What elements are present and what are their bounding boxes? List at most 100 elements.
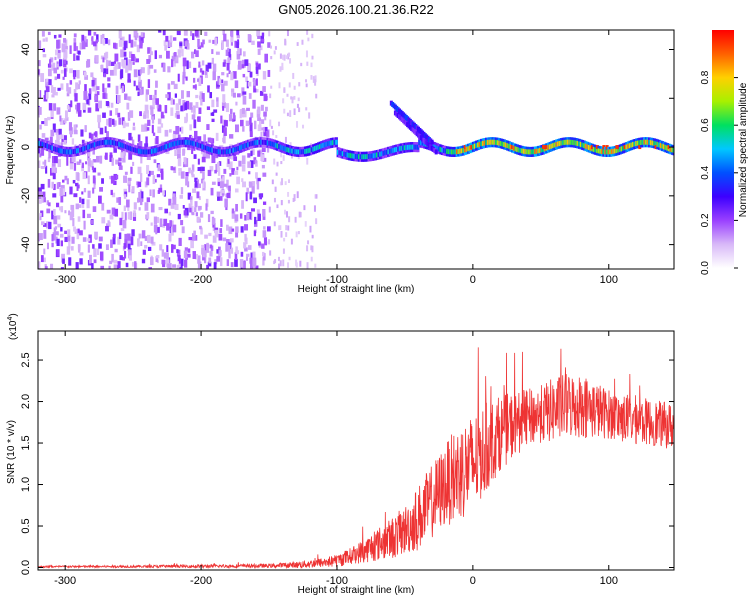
heatmap-cell [214, 37, 218, 46]
heatmap-cell [82, 146, 85, 152]
heatmap-cell [369, 153, 372, 159]
heatmap-cell [62, 179, 65, 183]
heatmap-cell [230, 148, 234, 154]
heatmap-cell [622, 145, 625, 151]
heatmap-cell [602, 149, 606, 155]
heatmap-cell [262, 86, 266, 93]
snr-frame [37, 330, 675, 571]
heatmap-cell [122, 256, 125, 261]
heatmap-cell [247, 81, 252, 87]
heatmap-cell [113, 144, 117, 153]
heatmap-cell [118, 39, 123, 47]
heatmap-cell [220, 219, 223, 227]
heatmap-cell [501, 141, 505, 147]
heatmap-cell [54, 49, 58, 56]
heatmap-cell [241, 155, 246, 165]
heatmap-cell [147, 47, 150, 54]
heatmap-cell [232, 147, 235, 153]
heatmap-cell [263, 132, 267, 137]
spectrogram-frame [37, 29, 675, 270]
heatmap-cell [653, 140, 656, 146]
heatmap-cell [263, 237, 268, 246]
heatmap-cell [132, 122, 135, 126]
heatmap-cell [558, 140, 562, 146]
heatmap-cell [56, 107, 61, 115]
heatmap-cell [77, 148, 81, 154]
heatmap-cell [491, 139, 495, 145]
heatmap-cell [100, 265, 105, 269]
heatmap-cell [247, 153, 251, 158]
heatmap-cell [171, 58, 174, 68]
heatmap-cell [486, 139, 490, 145]
heatmap-cell [617, 147, 620, 153]
heatmap-cell [81, 34, 85, 43]
colorbar-label: Normalized spectral amplitude [738, 82, 749, 217]
heatmap-cell [113, 123, 116, 127]
heatmap-cell [124, 93, 128, 100]
heatmap-cell [93, 77, 97, 86]
heatmap-cell [158, 54, 163, 59]
heatmap-cell [191, 212, 195, 216]
heatmap-cell [141, 230, 146, 239]
heatmap-cell [221, 83, 225, 92]
heatmap-cell [228, 249, 231, 259]
heatmap-cell [166, 245, 169, 253]
heatmap-cell [222, 149, 226, 155]
heatmap-cell [225, 39, 229, 47]
heatmap-cell [206, 242, 209, 250]
heatmap-cell [191, 164, 195, 172]
heatmap-cell [217, 195, 220, 201]
heatmap-cell [288, 82, 291, 88]
heatmap-cell [192, 188, 197, 193]
heatmap-cell [201, 178, 204, 184]
heatmap-cell [268, 206, 271, 213]
heatmap-cell [241, 64, 245, 69]
heatmap-cell [235, 246, 238, 254]
heatmap-cell [223, 33, 227, 42]
heatmap-cell [253, 197, 257, 204]
heatmap-cell [77, 110, 82, 117]
heatmap-cell [553, 142, 557, 148]
heatmap-cell [110, 239, 113, 248]
heatmap-cell [128, 177, 132, 181]
heatmap-cell [245, 120, 250, 127]
heatmap-cell [434, 145, 438, 151]
heatmap-cell [51, 163, 56, 169]
heatmap-cell [183, 157, 187, 165]
heatmap-cell [190, 239, 194, 249]
heatmap-cell [362, 154, 366, 160]
heatmap-cell [246, 212, 250, 221]
heatmap-cell [309, 147, 312, 153]
heatmap-cell [247, 245, 252, 250]
heatmap-cell [198, 61, 201, 68]
heatmap-cell [66, 246, 71, 255]
heatmap-cell [397, 146, 400, 152]
heatmap-cell [127, 211, 131, 220]
heatmap-cell [92, 206, 97, 213]
heatmap-cell [87, 175, 90, 185]
heatmap-cell [413, 144, 416, 150]
heatmap-cell [96, 86, 100, 91]
heatmap-cell [152, 132, 156, 136]
heatmap-cell [156, 101, 159, 109]
heatmap-cell [209, 244, 213, 249]
heatmap-cell [146, 149, 149, 155]
heatmap-cell [182, 205, 185, 209]
heatmap-cell [99, 187, 103, 192]
heatmap-cell [105, 225, 109, 232]
heatmap-cell [573, 140, 576, 146]
heatmap-cell [174, 203, 179, 211]
heatmap-cell [530, 149, 534, 155]
heatmap-cell [212, 111, 215, 117]
heatmap-cell [227, 57, 231, 65]
heatmap-cell [44, 118, 48, 126]
heatmap-cell [371, 153, 374, 159]
heatmap-cell [87, 97, 91, 106]
heatmap-cell [220, 189, 225, 194]
heatmap-cell [615, 148, 619, 154]
heatmap-cell [200, 99, 203, 106]
heatmap-cell [206, 264, 209, 269]
heatmap-cell [40, 165, 45, 170]
heatmap-cell [38, 233, 41, 242]
heatmap-cell [204, 74, 209, 78]
